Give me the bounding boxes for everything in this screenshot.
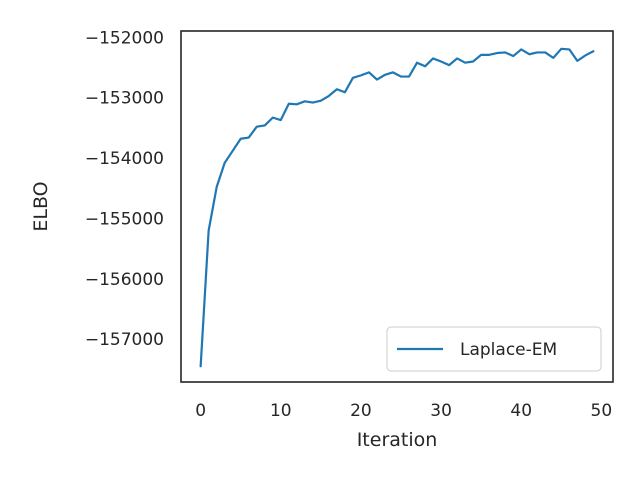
legend-label-laplace-em: Laplace-EM [460, 340, 557, 360]
series-line-laplace-em [199, 47, 595, 368]
plot-area [199, 47, 595, 368]
y-tick-label: −155000 [85, 209, 164, 229]
x-axis-label: Iteration [357, 429, 438, 451]
legend: Laplace-EM [386, 326, 602, 372]
y-tick-label: −157000 [85, 330, 164, 350]
x-tick-label: 20 [350, 401, 372, 421]
x-tick-label: 30 [430, 401, 452, 421]
y-axis-label: ELBO [30, 181, 52, 231]
x-tick-label: 50 [591, 401, 613, 421]
x-tick-label: 10 [270, 401, 292, 421]
y-tick-label: −156000 [85, 270, 164, 290]
y-tick-label: −153000 [85, 89, 164, 109]
plot-frame [180, 30, 614, 383]
x-axis-ticks: 0 10 20 30 40 50 [195, 401, 612, 421]
x-tick-label: 0 [195, 401, 206, 421]
x-tick-label: 40 [510, 401, 532, 421]
y-axis-ticks: −157000 −156000 −155000 −154000 −153000 −1520… [85, 28, 164, 350]
y-tick-label: −154000 [85, 149, 164, 169]
y-tick-label: −152000 [85, 28, 164, 48]
legend-box [386, 326, 602, 372]
